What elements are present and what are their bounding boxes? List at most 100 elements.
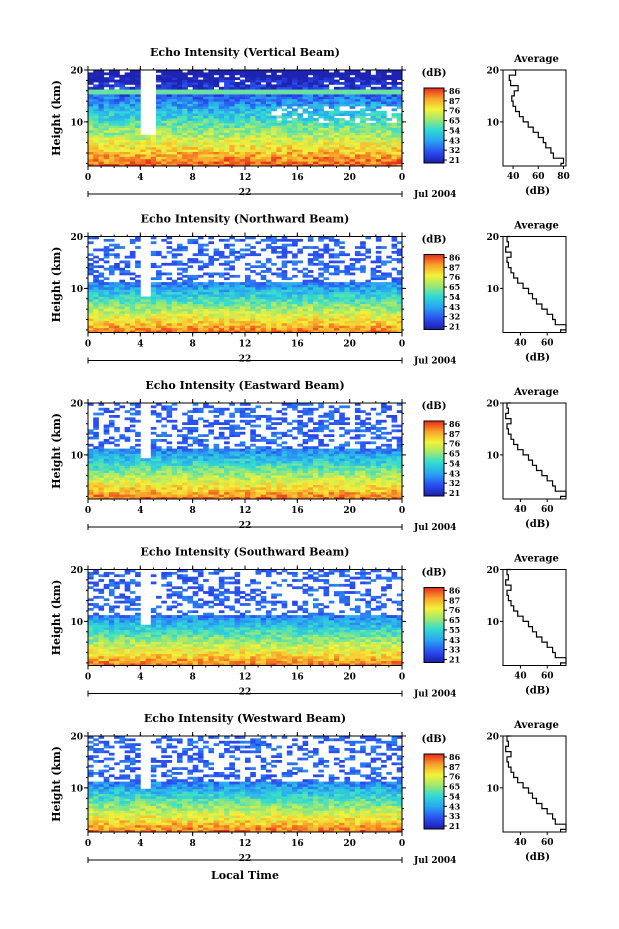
y-tick-label: 20	[70, 400, 83, 410]
avg-y-tick-label: 10	[486, 784, 499, 794]
average-title: Average	[513, 720, 559, 731]
colorbar-tick-label: 65	[449, 282, 460, 292]
x-tick-label: 8	[190, 340, 196, 350]
chart-panel-1: Echo Intensity (Northward Beam) 20 10 Heigh…	[50, 213, 567, 367]
colorbar-unit: (dB)	[422, 568, 447, 579]
colorbar-tick-label: 33	[449, 645, 461, 655]
colorbar	[423, 587, 445, 663]
colorbar-tick-label: 55	[449, 625, 460, 635]
chart-panel-3: Echo Intensity (Southward Beam) 20 10 Heigh…	[50, 546, 567, 700]
y-tick-label: 20	[70, 566, 83, 576]
x-tick-label: 0	[85, 506, 91, 516]
average-profile-line	[505, 402, 567, 499]
avg-y-tick-label: 20	[486, 733, 499, 743]
colorbar-tick-label: 21	[449, 488, 460, 498]
colorbar-tick-label: 87	[449, 762, 460, 772]
date-month-year-label: Jul 2004	[413, 357, 456, 367]
colorbar-tick-label: 43	[449, 468, 461, 478]
x-tick-label: 4	[137, 173, 143, 183]
avg-x-tick-label: 40	[514, 505, 527, 515]
x-tick-label: 20	[343, 340, 356, 350]
x-tick-label: 0	[85, 173, 91, 183]
avg-x-tick-label: 60	[541, 672, 554, 682]
avg-x-label: (dB)	[525, 186, 550, 197]
date-month-year-label: Jul 2004	[413, 190, 456, 200]
chart-panel-4: Echo Intensity (Westward Beam) 20 10 Height…	[50, 712, 567, 866]
colorbar-tick-label: 65	[449, 116, 460, 126]
x-tick-label: 8	[190, 839, 196, 849]
panel-title: Echo Intensity (Northward Beam)	[141, 213, 350, 226]
avg-x-label: (dB)	[525, 353, 550, 364]
x-tick-label: 0	[85, 340, 91, 350]
avg-y-tick-label: 10	[486, 618, 499, 628]
colorbar-tick-label: 87	[449, 262, 460, 272]
date-day-label: 22	[239, 854, 252, 864]
colorbar-tick-label: 21	[449, 655, 460, 665]
chart-panel-2: Echo Intensity (Eastward Beam) 20 10 Height…	[50, 379, 567, 533]
y-tick-label: 20	[70, 733, 83, 743]
average-profile-line	[508, 69, 565, 166]
average-frame	[502, 402, 567, 500]
date-day-label: 22	[239, 521, 252, 531]
x-tick-label: 4	[137, 673, 143, 683]
colorbar-tick-label: 43	[449, 302, 461, 312]
colorbar-tick-label: 54	[449, 292, 461, 302]
colorbar-tick-label: 21	[449, 322, 460, 332]
colorbar-unit: (dB)	[422, 401, 447, 412]
x-tick-label: 20	[343, 173, 356, 183]
y-axis-label: Height (km)	[50, 413, 63, 489]
colorbar-tick-label: 87	[449, 96, 460, 106]
x-tick-label: 16	[291, 839, 304, 849]
colorbar-tick-label: 86	[449, 86, 461, 96]
colorbar-tick-label: 87	[449, 595, 460, 605]
colorbar	[423, 753, 445, 830]
average-title: Average	[513, 54, 559, 65]
panel-title: Echo Intensity (Eastward Beam)	[145, 379, 344, 392]
x-tick-label: 16	[291, 673, 304, 683]
date-day-label: 22	[239, 188, 252, 198]
avg-x-tick-label: 80	[557, 172, 570, 182]
x-tick-label: 20	[343, 839, 356, 849]
colorbar-tick-label: 76	[449, 106, 461, 116]
x-tick-label: 12	[239, 673, 252, 683]
panel-title: Echo Intensity (Southward Beam)	[141, 546, 350, 559]
avg-x-tick-label: 60	[541, 505, 554, 515]
date-month-year-label: Jul 2004	[413, 690, 456, 700]
x-tick-label: 4	[137, 340, 143, 350]
colorbar-unit: (dB)	[422, 734, 447, 745]
colorbar-tick-label: 76	[449, 772, 461, 782]
panel-title: Echo Intensity (Vertical Beam)	[150, 46, 340, 59]
colorbar-tick-label: 21	[449, 155, 460, 165]
x-tick-label: 20	[343, 673, 356, 683]
y-tick-label: 10	[70, 118, 83, 128]
heatmap-cells	[88, 403, 403, 500]
colorbar-tick-label: 65	[449, 782, 460, 792]
x-tick-label: 12	[239, 173, 252, 183]
y-axis-label: Height (km)	[50, 247, 63, 323]
average-profile-line	[505, 235, 567, 333]
heatmap-cells	[88, 70, 403, 167]
x-tick-label: 8	[190, 673, 196, 683]
colorbar-tick-label: 54	[449, 458, 461, 468]
y-axis-label: Height (km)	[50, 580, 63, 656]
avg-y-tick-label: 20	[486, 566, 499, 576]
avg-x-label: (dB)	[525, 852, 550, 863]
footer-xlabel: Local Time	[211, 869, 279, 882]
colorbar-tick-label: 86	[449, 752, 461, 762]
y-tick-label: 10	[70, 618, 83, 628]
x-tick-label: 0	[399, 673, 405, 683]
average-frame	[502, 735, 567, 833]
heatmap-cells	[88, 569, 403, 666]
colorbar-tick-label: 54	[449, 791, 461, 801]
x-tick-label: 0	[399, 173, 405, 183]
colorbar-tick-label: 32	[449, 478, 460, 488]
colorbar-tick-label: 87	[449, 429, 460, 439]
colorbar	[423, 87, 445, 164]
x-tick-label: 4	[137, 506, 143, 516]
average-title: Average	[513, 387, 559, 398]
average-frame	[502, 569, 567, 666]
colorbar-tick-label: 65	[449, 615, 460, 625]
avg-x-label: (dB)	[525, 519, 550, 530]
x-tick-label: 20	[343, 506, 356, 516]
